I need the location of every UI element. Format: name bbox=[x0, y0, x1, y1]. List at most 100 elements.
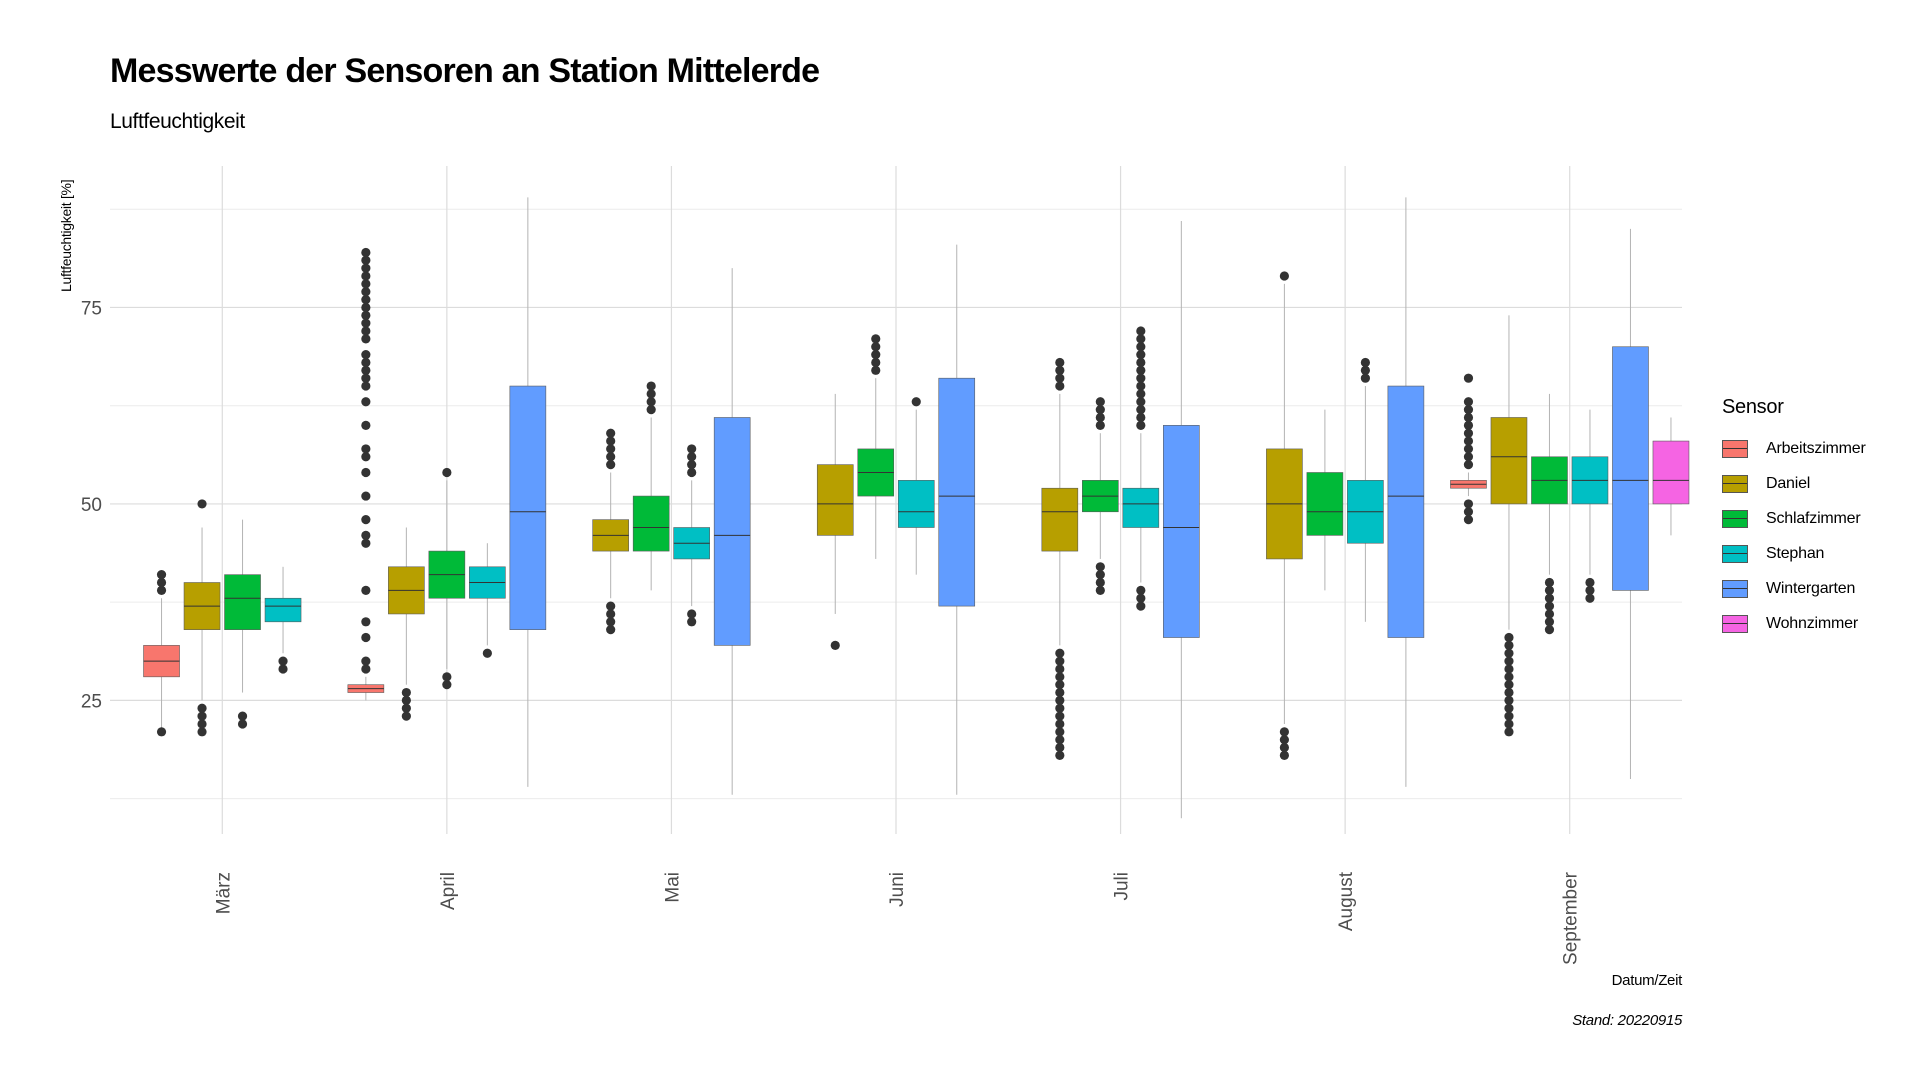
outlier-point bbox=[1055, 735, 1065, 745]
outlier-point bbox=[1095, 420, 1105, 430]
outlier-point bbox=[1055, 727, 1065, 737]
outlier-point bbox=[361, 420, 371, 430]
outlier-point bbox=[1463, 397, 1474, 407]
outlier-point bbox=[1136, 593, 1146, 603]
outlier-point bbox=[401, 687, 411, 698]
y-tick-label: 25 bbox=[81, 691, 102, 712]
outlier-point bbox=[1463, 515, 1474, 525]
outlier-point bbox=[361, 263, 371, 273]
outlier-point bbox=[606, 460, 616, 470]
outlier-point bbox=[1279, 735, 1289, 745]
outlier-point bbox=[1463, 452, 1474, 462]
y-axis-label: Luftfeuchtigkeit [%] bbox=[58, 179, 74, 292]
outlier-point bbox=[361, 632, 371, 643]
outlier-point bbox=[1544, 593, 1555, 603]
outlier-point bbox=[1504, 656, 1514, 666]
legend-label: Wintergarten bbox=[1766, 579, 1856, 597]
box-stephan-märz bbox=[264, 566, 302, 674]
outlier-point bbox=[1095, 562, 1105, 572]
box-stephan-juni bbox=[897, 397, 935, 575]
outlier-point bbox=[1136, 365, 1146, 375]
outlier-point bbox=[1463, 420, 1474, 430]
outlier-point bbox=[1585, 577, 1595, 588]
outlier-point bbox=[1504, 672, 1514, 682]
outlier-point bbox=[1585, 585, 1595, 595]
box-schlafzimmer-juni bbox=[857, 334, 895, 559]
outlier-point bbox=[1136, 601, 1146, 611]
outlier-point bbox=[606, 625, 616, 635]
outlier-point bbox=[1360, 365, 1370, 375]
legend: Sensor Arbeitszimmer Daniel Schlafzimmer St… bbox=[1722, 396, 1866, 641]
box-body bbox=[1612, 346, 1649, 591]
outlier-point bbox=[1463, 507, 1474, 517]
outlier-point bbox=[1136, 381, 1146, 391]
outlier-point bbox=[1504, 711, 1514, 721]
legend-label: Stephan bbox=[1766, 544, 1825, 562]
outlier-point bbox=[687, 460, 697, 470]
outlier-point bbox=[1463, 428, 1474, 438]
outlier-point bbox=[1055, 695, 1065, 706]
outlier-point bbox=[1544, 617, 1555, 627]
outlier-point bbox=[361, 381, 371, 391]
outlier-point bbox=[1136, 373, 1146, 383]
outlier-point bbox=[1544, 625, 1555, 635]
outlier-point bbox=[1136, 350, 1146, 360]
box-wintergarten-april bbox=[509, 197, 547, 787]
box-schlafzimmer-juli bbox=[1082, 397, 1119, 595]
outlier-point bbox=[1055, 357, 1065, 368]
outlier-point bbox=[361, 318, 371, 328]
outlier-point bbox=[361, 271, 371, 281]
legend-key-swatch bbox=[1722, 474, 1748, 493]
outlier-point bbox=[1463, 499, 1474, 509]
box-schlafzimmer-september bbox=[1531, 393, 1568, 635]
outlier-point bbox=[1095, 412, 1105, 423]
box-body bbox=[509, 385, 547, 630]
outlier-point bbox=[361, 350, 371, 360]
box-wintergarten-juli bbox=[1163, 221, 1200, 819]
outlier-point bbox=[1504, 727, 1514, 737]
outlier-point bbox=[401, 703, 411, 713]
box-body bbox=[1041, 487, 1079, 552]
legend-item-wohnzimmer: Wohnzimmer bbox=[1722, 606, 1866, 641]
legend-items: Arbeitszimmer Daniel Schlafzimmer Stephan Wi… bbox=[1722, 431, 1866, 641]
outlier-point bbox=[361, 373, 371, 383]
x-tick-label: März bbox=[213, 872, 234, 914]
outlier-point bbox=[1055, 687, 1065, 698]
outlier-point bbox=[1504, 640, 1514, 650]
outlier-point bbox=[361, 585, 371, 595]
x-tick-label: September bbox=[1561, 871, 1582, 965]
chart-subtitle: Luftfeuchtigkeit bbox=[110, 110, 245, 133]
outlier-point bbox=[156, 585, 167, 595]
outlier-point bbox=[361, 452, 371, 462]
legend-item-stephan: Stephan bbox=[1722, 536, 1866, 571]
outlier-point bbox=[1504, 695, 1514, 706]
outlier-point bbox=[197, 727, 207, 737]
outlier-point bbox=[1544, 601, 1555, 611]
box-body bbox=[1122, 487, 1160, 528]
outlier-point bbox=[1279, 727, 1289, 737]
legend-title: Sensor bbox=[1722, 396, 1784, 418]
outlier-point bbox=[646, 405, 656, 415]
outlier-point bbox=[1360, 357, 1370, 368]
outlier-point bbox=[1463, 436, 1474, 446]
x-tick-label: Juni bbox=[887, 872, 908, 907]
outlier-point bbox=[361, 656, 371, 666]
outlier-point bbox=[1055, 373, 1065, 383]
outlier-point bbox=[156, 570, 167, 580]
box-body bbox=[897, 480, 935, 528]
outlier-point bbox=[687, 452, 697, 462]
outlier-point bbox=[687, 617, 697, 627]
legend-label: Arbeitszimmer bbox=[1766, 439, 1866, 457]
outlier-point bbox=[871, 357, 881, 368]
outlier-point bbox=[1136, 389, 1146, 399]
box-arbeitszimmer-april bbox=[347, 247, 385, 701]
outlier-point bbox=[1136, 397, 1146, 407]
x-axis-label: Datum/Zeit bbox=[1611, 972, 1683, 989]
legend-label: Daniel bbox=[1766, 474, 1811, 492]
outlier-point bbox=[1504, 664, 1514, 674]
box-wintergarten-september bbox=[1612, 228, 1649, 779]
legend-key-swatch bbox=[1722, 439, 1748, 458]
caption: Stand: 20220915 bbox=[1572, 1012, 1682, 1029]
outlier-point bbox=[830, 640, 840, 650]
outlier-point bbox=[1279, 742, 1289, 753]
